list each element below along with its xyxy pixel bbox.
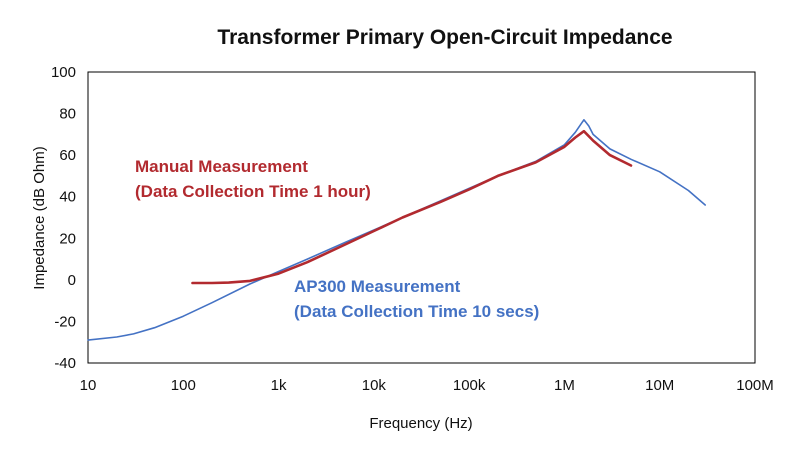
- x-axis-ticks: 10 100 1k 10k 100k 1M 10M 100M: [80, 377, 774, 394]
- chart-title: Transformer Primary Open-Circuit Impedan…: [217, 26, 672, 49]
- x-tick-label: 10: [80, 377, 97, 394]
- annotation-line: AP300 Measurement: [294, 277, 461, 296]
- y-tick-label: 60: [59, 147, 76, 164]
- manual-series-line: [191, 129, 633, 285]
- y-tick-label: 100: [51, 64, 76, 81]
- x-tick-label: 100: [171, 377, 196, 394]
- y-tick-label: 40: [59, 189, 76, 206]
- ap300-measurement-annotation: AP300 Measurement (Data Collection Time 1…: [294, 277, 539, 321]
- y-tick-label: 0: [68, 272, 76, 289]
- x-tick-label: 100k: [453, 377, 486, 394]
- x-tick-label: 1M: [554, 377, 575, 394]
- x-tick-label: 100M: [736, 377, 774, 394]
- annotation-line: (Data Collection Time 10 secs): [294, 302, 539, 321]
- y-tick-label: -40: [54, 355, 76, 372]
- y-tick-label: 20: [59, 230, 76, 247]
- plot-area: [87, 71, 756, 364]
- annotations-layer: Manual Measurement (Data Collection Time …: [135, 157, 539, 321]
- annotation-line: (Data Collection Time 1 hour): [135, 182, 371, 201]
- x-axis-label: Frequency (Hz): [369, 415, 472, 432]
- x-tick-label: 10M: [645, 377, 674, 394]
- annotation-line: Manual Measurement: [135, 157, 308, 176]
- y-tick-label: -20: [54, 313, 76, 330]
- x-tick-label: 1k: [271, 377, 287, 394]
- y-axis-label: Impedance (dB Ohm): [31, 146, 48, 289]
- series-layer: [87, 119, 707, 341]
- x-tick-label: 10k: [362, 377, 387, 394]
- manual-measurement-annotation: Manual Measurement (Data Collection Time …: [135, 157, 371, 201]
- y-tick-label: 80: [59, 106, 76, 123]
- y-axis-ticks: -40 -20 0 20 40 60 80 100: [51, 64, 76, 372]
